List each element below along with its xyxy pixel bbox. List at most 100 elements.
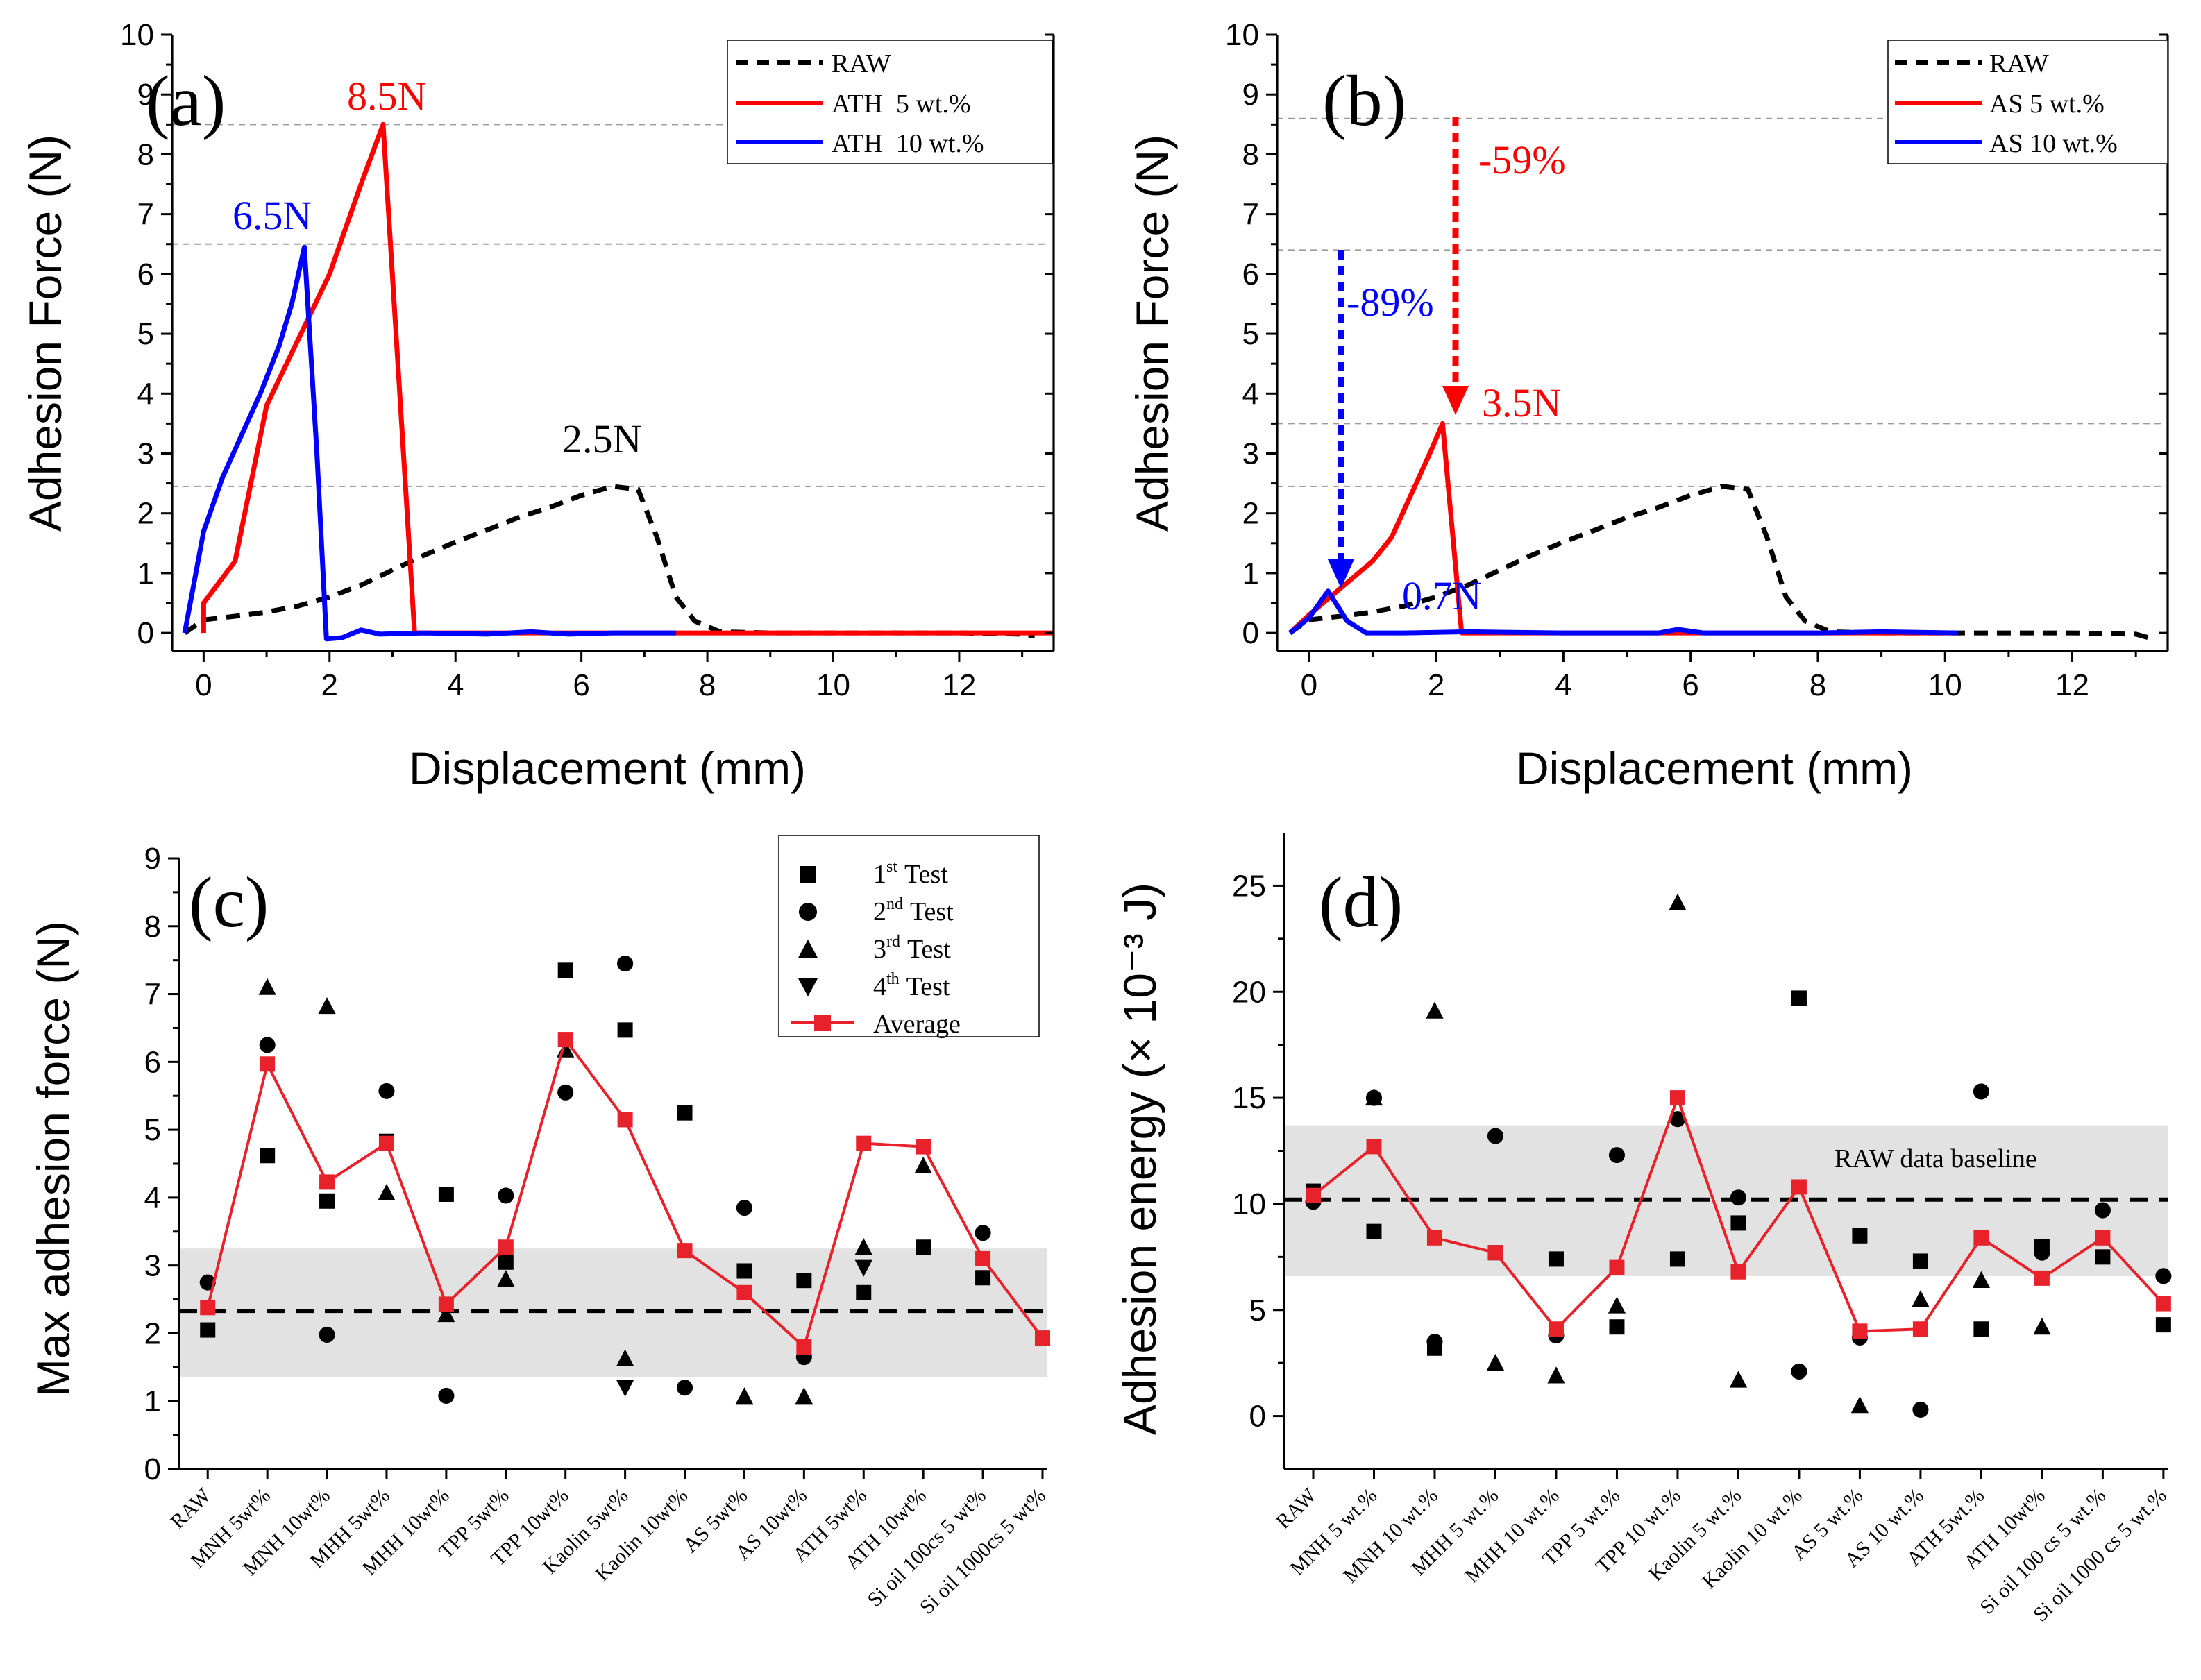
average-point-4 xyxy=(438,1296,454,1312)
test-point-2 xyxy=(1426,1334,1443,1350)
test-point-7 xyxy=(616,1349,634,1366)
average-point-1 xyxy=(1366,1139,1382,1155)
test-point-12 xyxy=(914,1156,932,1173)
average-point-2 xyxy=(319,1174,335,1190)
x-tick-label: 12 xyxy=(2055,668,2089,702)
test-point-4 xyxy=(1547,1366,1565,1384)
baseline-band xyxy=(179,1248,1047,1377)
test-point-9 xyxy=(1852,1228,1868,1244)
y-tick-label: 5 xyxy=(1249,1293,1266,1327)
test-point-3 xyxy=(378,1183,396,1201)
x-tick-label: 10 xyxy=(816,668,850,702)
test-point-3 xyxy=(378,1083,395,1099)
panel-c-ylabel: Max adhesion force (N) xyxy=(28,921,79,1397)
test-point-13 xyxy=(2094,1202,2111,1219)
test-point-5 xyxy=(497,1270,515,1287)
average-point-8 xyxy=(677,1243,693,1259)
y-tick-label: 7 xyxy=(137,198,154,232)
y-tick-label: 8 xyxy=(1242,137,1259,171)
panel-d-ylabel: Adhesion energy (× 10⁻³ J) xyxy=(1114,883,1165,1435)
legend-test1-label: Test xyxy=(904,860,948,889)
test-point-11 xyxy=(854,1238,872,1255)
average-point-2 xyxy=(1426,1230,1442,1246)
average-point-12 xyxy=(2034,1270,2050,1286)
y-tick-label: 25 xyxy=(1232,869,1266,903)
test-point-10 xyxy=(1912,1290,1930,1307)
legend-as10-label: AS 10 wt.% xyxy=(1989,129,2118,158)
legend-marker-avg xyxy=(814,1015,831,1031)
average-point-10 xyxy=(796,1339,812,1355)
legend-test1-number: 1 xyxy=(873,860,886,889)
average-point-11 xyxy=(1973,1230,1989,1246)
test-point-2 xyxy=(319,1326,335,1343)
test-point-4 xyxy=(438,1187,454,1202)
arrow-as10-head xyxy=(1328,559,1354,588)
test-point-1 xyxy=(260,1148,276,1164)
series-line-ath-10-wt- xyxy=(182,244,676,642)
legend-test3-label: Test xyxy=(907,935,951,964)
x-tick-label: 2 xyxy=(321,668,338,702)
y-tick-label: 3 xyxy=(137,436,154,470)
average-point-0 xyxy=(1305,1187,1321,1203)
test-point-1 xyxy=(258,978,276,995)
test-point-1 xyxy=(259,1037,276,1053)
legend-test1-sup: st xyxy=(886,858,897,876)
test-point-11 xyxy=(1973,1321,1989,1337)
legend-test4-sup: th xyxy=(886,970,900,988)
test-point-5 xyxy=(498,1187,514,1204)
y-tick-label: 7 xyxy=(1242,198,1259,232)
panel-a-xlabel: Displacement (mm) xyxy=(409,743,806,794)
test-point-3 xyxy=(1486,1353,1505,1371)
panel-b-label: (b) xyxy=(1322,61,1406,141)
average-point-9 xyxy=(736,1284,752,1300)
series-line-as-5-wt- xyxy=(1288,421,1958,636)
test-point-2 xyxy=(1426,1001,1444,1019)
y-tick-label: 5 xyxy=(137,317,154,351)
panel-a-legend: RAW ATH 5 wt.% ATH 10 wt.% xyxy=(727,40,1053,164)
test-point-0 xyxy=(200,1322,216,1338)
x-tick-label: 4 xyxy=(1555,668,1571,702)
y-tick-label: 6 xyxy=(137,257,154,291)
legend-marker-test3 xyxy=(798,940,818,958)
y-tick-label: 1 xyxy=(137,557,154,591)
test-point-4 xyxy=(1548,1251,1564,1267)
test-point-10 xyxy=(795,1387,813,1405)
y-tick-label: 0 xyxy=(1242,616,1259,650)
x-tick-label: 8 xyxy=(699,668,716,702)
panel-c-legend: 1st Test 2nd Test 3rd Test 4th Test Average xyxy=(778,835,1040,1039)
legend-test4-number: 4 xyxy=(873,972,886,1001)
y-tick-label: 2 xyxy=(144,1316,161,1350)
peak-label-raw: 2.5N xyxy=(562,416,641,461)
y-tick-label: 15 xyxy=(1232,1081,1266,1115)
test-point-8 xyxy=(677,1105,693,1121)
y-tick-label: 4 xyxy=(1242,377,1259,411)
test-point-10 xyxy=(1912,1253,1928,1269)
panel-b-xlabel: Displacement (mm) xyxy=(1516,743,1913,794)
x-tick-label: 8 xyxy=(1810,668,1826,702)
y-tick-label: 7 xyxy=(144,978,161,1012)
test-point-12 xyxy=(916,1239,931,1255)
test-point-5 xyxy=(1608,1296,1626,1314)
average-point-13 xyxy=(2095,1230,2111,1246)
y-tick-label: 0 xyxy=(1249,1400,1266,1434)
arrow-as5-head xyxy=(1442,386,1469,415)
average-point-6 xyxy=(1669,1090,1685,1106)
y-tick-label: 3 xyxy=(1242,436,1259,470)
peak-label-ath10: 6.5N xyxy=(233,193,312,238)
test-point-9 xyxy=(735,1387,754,1405)
legend-raw-label: RAW xyxy=(832,49,891,78)
test-point-13 xyxy=(975,1225,991,1241)
reduction-label-as5: -59% xyxy=(1478,137,1566,183)
y-tick-label: 2 xyxy=(1242,497,1259,531)
test-point-5 xyxy=(1609,1319,1625,1335)
x-tick-label: 10 xyxy=(1928,668,1962,702)
y-tick-label: 10 xyxy=(120,18,154,52)
